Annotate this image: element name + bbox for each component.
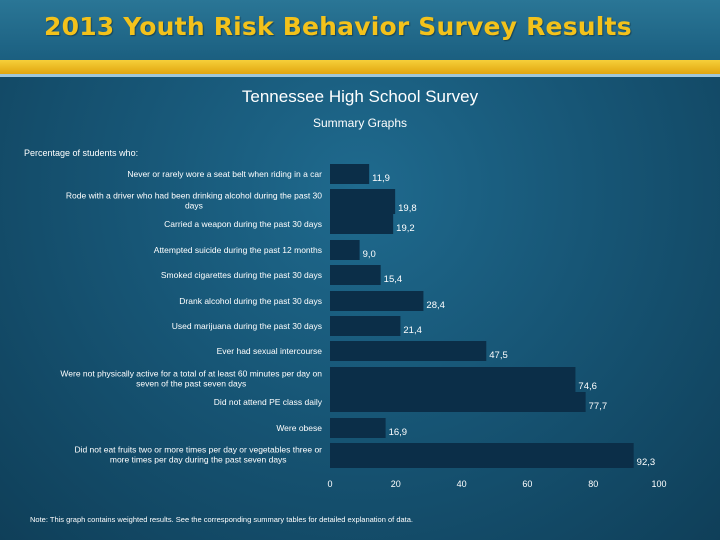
- bar: [330, 367, 576, 392]
- bar-value-label: 19,2: [396, 223, 415, 234]
- category-label: Did not attend PE class daily: [214, 397, 323, 407]
- bar: [330, 392, 586, 412]
- bar-value-label: 28,4: [426, 300, 445, 311]
- category-label-line: Rode with a driver who had been drinking…: [66, 191, 322, 201]
- category-label: Rode with a driver who had been drinking…: [66, 191, 322, 211]
- bar-value-label: 74,6: [578, 381, 597, 392]
- category-label: Used marijuana during the past 30 days: [172, 321, 322, 331]
- bar-value-label: 16,9: [389, 427, 408, 438]
- bar-value-label: 77,7: [589, 401, 608, 412]
- bar-value-label: 19,8: [398, 203, 417, 214]
- survey-title: Tennessee High School Survey: [241, 87, 479, 106]
- banner-title: 2013 Youth Risk Behavior Survey Results: [44, 12, 632, 41]
- category-label: Carried a weapon during the past 30 days: [164, 219, 322, 229]
- category-label-line: more times per day during the past seven…: [110, 455, 287, 465]
- category-label: Attempted suicide during the past 12 mon…: [154, 245, 322, 255]
- bar: [330, 291, 424, 311]
- x-tick-label: 100: [651, 479, 666, 489]
- summary-title: Summary Graphs: [312, 116, 408, 130]
- footnote: Note: This graph contains weighted resul…: [30, 515, 414, 524]
- bar-value-label: 21,4: [403, 325, 422, 336]
- banner-stripe-line: [0, 74, 720, 77]
- x-tick-label: 40: [457, 479, 467, 489]
- bar: [330, 189, 396, 214]
- category-label-line: seven of the past seven days: [136, 379, 246, 389]
- x-tick-label: 0: [327, 479, 332, 489]
- bar-value-label: 92,3: [637, 457, 656, 468]
- bar: [330, 214, 394, 234]
- category-label: Were obese: [276, 423, 322, 433]
- bar: [330, 265, 381, 285]
- category-label: Drank alcohol during the past 30 days: [179, 296, 322, 306]
- percentage-label: Percentage of students who:: [24, 148, 139, 158]
- bar-value-label: 11,9: [372, 173, 390, 184]
- bar: [330, 316, 401, 336]
- bar-value-label: 15,4: [384, 274, 403, 285]
- banner-stripe: [0, 60, 720, 74]
- category-label: Were not physically active for a total o…: [60, 369, 322, 389]
- x-tick-label: 20: [391, 479, 401, 489]
- category-label: Never or rarely wore a seat belt when ri…: [127, 169, 322, 179]
- bar: [330, 240, 360, 260]
- x-tick-label: 60: [522, 479, 532, 489]
- category-label-line: Were not physically active for a total o…: [60, 369, 322, 379]
- bar: [330, 443, 634, 468]
- x-tick-label: 80: [588, 479, 598, 489]
- category-label-line: days: [185, 201, 203, 211]
- bar: [330, 164, 370, 184]
- category-label: Ever had sexual intercourse: [217, 346, 323, 356]
- bar: [330, 341, 487, 361]
- category-label: Smoked cigarettes during the past 30 day…: [161, 270, 322, 280]
- bar-value-label: 47,5: [489, 350, 508, 361]
- bar-value-label: 9,0: [363, 249, 376, 260]
- category-label: Did not eat fruits two or more times per…: [74, 445, 322, 465]
- title-banner: 2013 Youth Risk Behavior Survey Results: [0, 0, 720, 60]
- category-label-line: Did not eat fruits two or more times per…: [74, 445, 322, 455]
- bar: [330, 418, 386, 438]
